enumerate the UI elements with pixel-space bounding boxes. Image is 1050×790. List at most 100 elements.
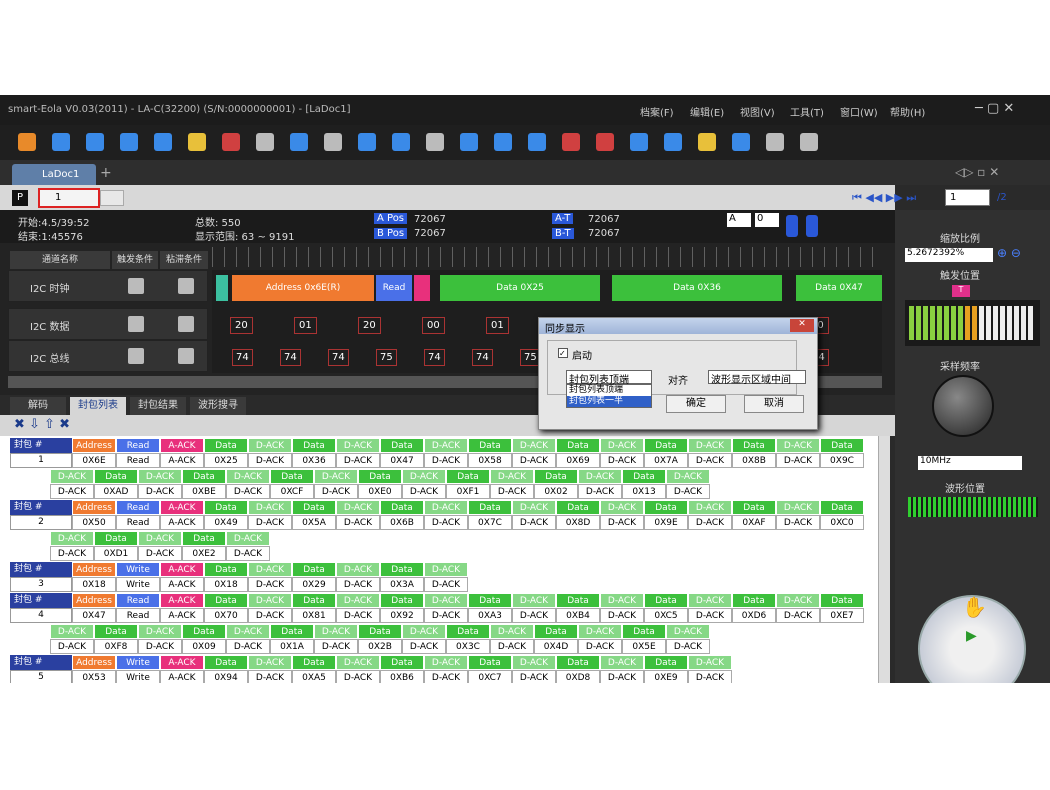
channel-trigger[interactable] — [128, 348, 144, 364]
cell-type: Data — [468, 593, 512, 608]
tool-icon[interactable] — [766, 133, 784, 151]
window-controls[interactable]: ─ ▢ ✕ — [975, 101, 1015, 116]
pager-bar — [0, 185, 895, 210]
packet-head: 封包 # — [10, 562, 72, 577]
menu-item[interactable]: 编辑(E) — [690, 108, 725, 119]
bottom-tab[interactable]: 波形搜寻 — [190, 397, 246, 415]
cell-value: D-ACK — [50, 484, 94, 499]
bottom-tab[interactable]: 封包列表 — [70, 397, 126, 415]
packet-toolbar-icons[interactable]: ✖ ⇩ ⇧ ✖ — [14, 417, 70, 432]
pager-icon[interactable]: P — [12, 190, 28, 206]
tool-icon[interactable] — [18, 133, 36, 151]
tool-icon[interactable] — [154, 133, 172, 151]
tool-icon[interactable] — [664, 133, 682, 151]
tool-icon[interactable] — [86, 133, 104, 151]
cell-type: Read — [116, 438, 160, 453]
channel-trigger[interactable] — [128, 316, 144, 332]
cell-type: Data — [820, 500, 864, 515]
decode-byte: 74 — [232, 349, 253, 366]
mode-option[interactable]: 封包列表顶端 — [567, 385, 651, 396]
rate-knob[interactable] — [932, 375, 994, 437]
mode-select[interactable]: 封包列表顶端 — [566, 370, 652, 386]
tool-icon[interactable] — [290, 133, 308, 151]
nav-hand[interactable]: ✋ — [962, 595, 987, 619]
channel-trigger[interactable] — [128, 278, 144, 294]
menu-item[interactable]: 档案(F) — [640, 108, 674, 119]
rate-select[interactable]: 10MHz — [918, 456, 1022, 470]
tool-icon[interactable] — [460, 133, 478, 151]
waveform-area: 通道名称 触发条件 粘滞条件 I2C 时钟 I2C 数据 I2C 总线 Address 0x… — [0, 243, 895, 395]
wave-position-bar[interactable] — [908, 497, 1038, 517]
cell-value: D-ACK — [776, 515, 820, 530]
channel-sticky[interactable] — [178, 316, 194, 332]
tool-icon[interactable] — [426, 133, 444, 151]
page-nav[interactable]: ⏮ ◀◀ ▶▶ ⏭ — [852, 191, 917, 204]
menu-item[interactable]: 工具(T) — [790, 108, 824, 119]
ack-segment — [414, 275, 430, 301]
nav-play[interactable]: ▶ — [966, 628, 977, 644]
tool-icon[interactable] — [630, 133, 648, 151]
cell-type: Data — [94, 624, 138, 639]
tool-icon[interactable] — [256, 133, 274, 151]
align-value: 波形显示区域中间 — [711, 375, 791, 386]
tool-icon[interactable] — [52, 133, 70, 151]
cursor-select-b[interactable]: 0 — [755, 213, 779, 227]
info-range: 显示范围: 63 ~ 9191 — [195, 232, 295, 243]
tool-icon[interactable] — [358, 133, 376, 151]
channel-header: 通道名称 — [10, 251, 110, 269]
tool-icon[interactable] — [188, 133, 206, 151]
enable-checkbox[interactable]: ✓ — [558, 348, 568, 358]
cell-type: Data — [534, 469, 578, 484]
zoom-input[interactable]: 5.2672392% — [905, 248, 993, 262]
cell-value: 0X94 — [204, 670, 248, 683]
tool-icon[interactable] — [222, 133, 240, 151]
tool-icon[interactable] — [324, 133, 342, 151]
meter-bar — [965, 306, 970, 340]
navigation-pad[interactable] — [918, 595, 1026, 683]
bottom-tab[interactable]: 解码 — [10, 397, 66, 415]
cell-type: D-ACK — [512, 500, 556, 515]
tool-icon[interactable] — [698, 133, 716, 151]
page-input[interactable] — [945, 189, 990, 206]
cursor-btn[interactable] — [806, 215, 818, 237]
cell-type: D-ACK — [248, 500, 292, 515]
align-select[interactable]: 波形显示区域中间 — [708, 370, 806, 386]
cursor-select-a[interactable]: A — [727, 213, 751, 227]
page-tab-blank[interactable] — [100, 190, 124, 206]
tool-icon[interactable] — [562, 133, 580, 151]
channel-sticky[interactable] — [178, 348, 194, 364]
channel-sticky[interactable] — [178, 278, 194, 294]
dialog-close[interactable]: ✕ — [790, 319, 814, 332]
tool-icon[interactable] — [494, 133, 512, 151]
cell-type: Data — [292, 593, 336, 608]
mode-option[interactable]: 封包列表一半 — [567, 396, 651, 407]
tool-icon[interactable] — [732, 133, 750, 151]
new-tab[interactable]: + — [100, 165, 112, 181]
tool-icon[interactable] — [596, 133, 614, 151]
tool-icon[interactable] — [528, 133, 546, 151]
cell-type: Data — [380, 438, 424, 453]
menu-item[interactable]: 窗口(W) — [840, 108, 878, 119]
cancel-button[interactable]: 取消 — [744, 395, 804, 413]
tool-icon[interactable] — [120, 133, 138, 151]
tool-icon[interactable] — [392, 133, 410, 151]
page-tab[interactable] — [38, 188, 100, 208]
doc-tab[interactable] — [12, 164, 96, 185]
cell-type: D-ACK — [776, 438, 820, 453]
cell-type: D-ACK — [424, 500, 468, 515]
menu-item[interactable]: 帮助(H) — [890, 108, 926, 119]
cell-type: D-ACK — [776, 593, 820, 608]
decode-byte: 20 — [230, 317, 253, 334]
cell-type: Address — [72, 500, 116, 515]
ok-button[interactable]: 确定 — [666, 395, 726, 413]
cell-value: D-ACK — [578, 484, 622, 499]
cursor-btn[interactable] — [786, 215, 798, 237]
tool-icon[interactable] — [800, 133, 818, 151]
bottom-tab[interactable]: 封包结果 — [130, 397, 186, 415]
menu-item[interactable]: 视图(V) — [740, 108, 775, 119]
cell-value: D-ACK — [226, 546, 270, 561]
cell-value: 0X47 — [380, 453, 424, 468]
scrollbar[interactable] — [878, 436, 890, 683]
zoom-buttons[interactable]: ⊕ ⊖ — [997, 246, 1021, 260]
tab-controls[interactable]: ◁▷ ▫ ✕ — [955, 165, 1000, 179]
